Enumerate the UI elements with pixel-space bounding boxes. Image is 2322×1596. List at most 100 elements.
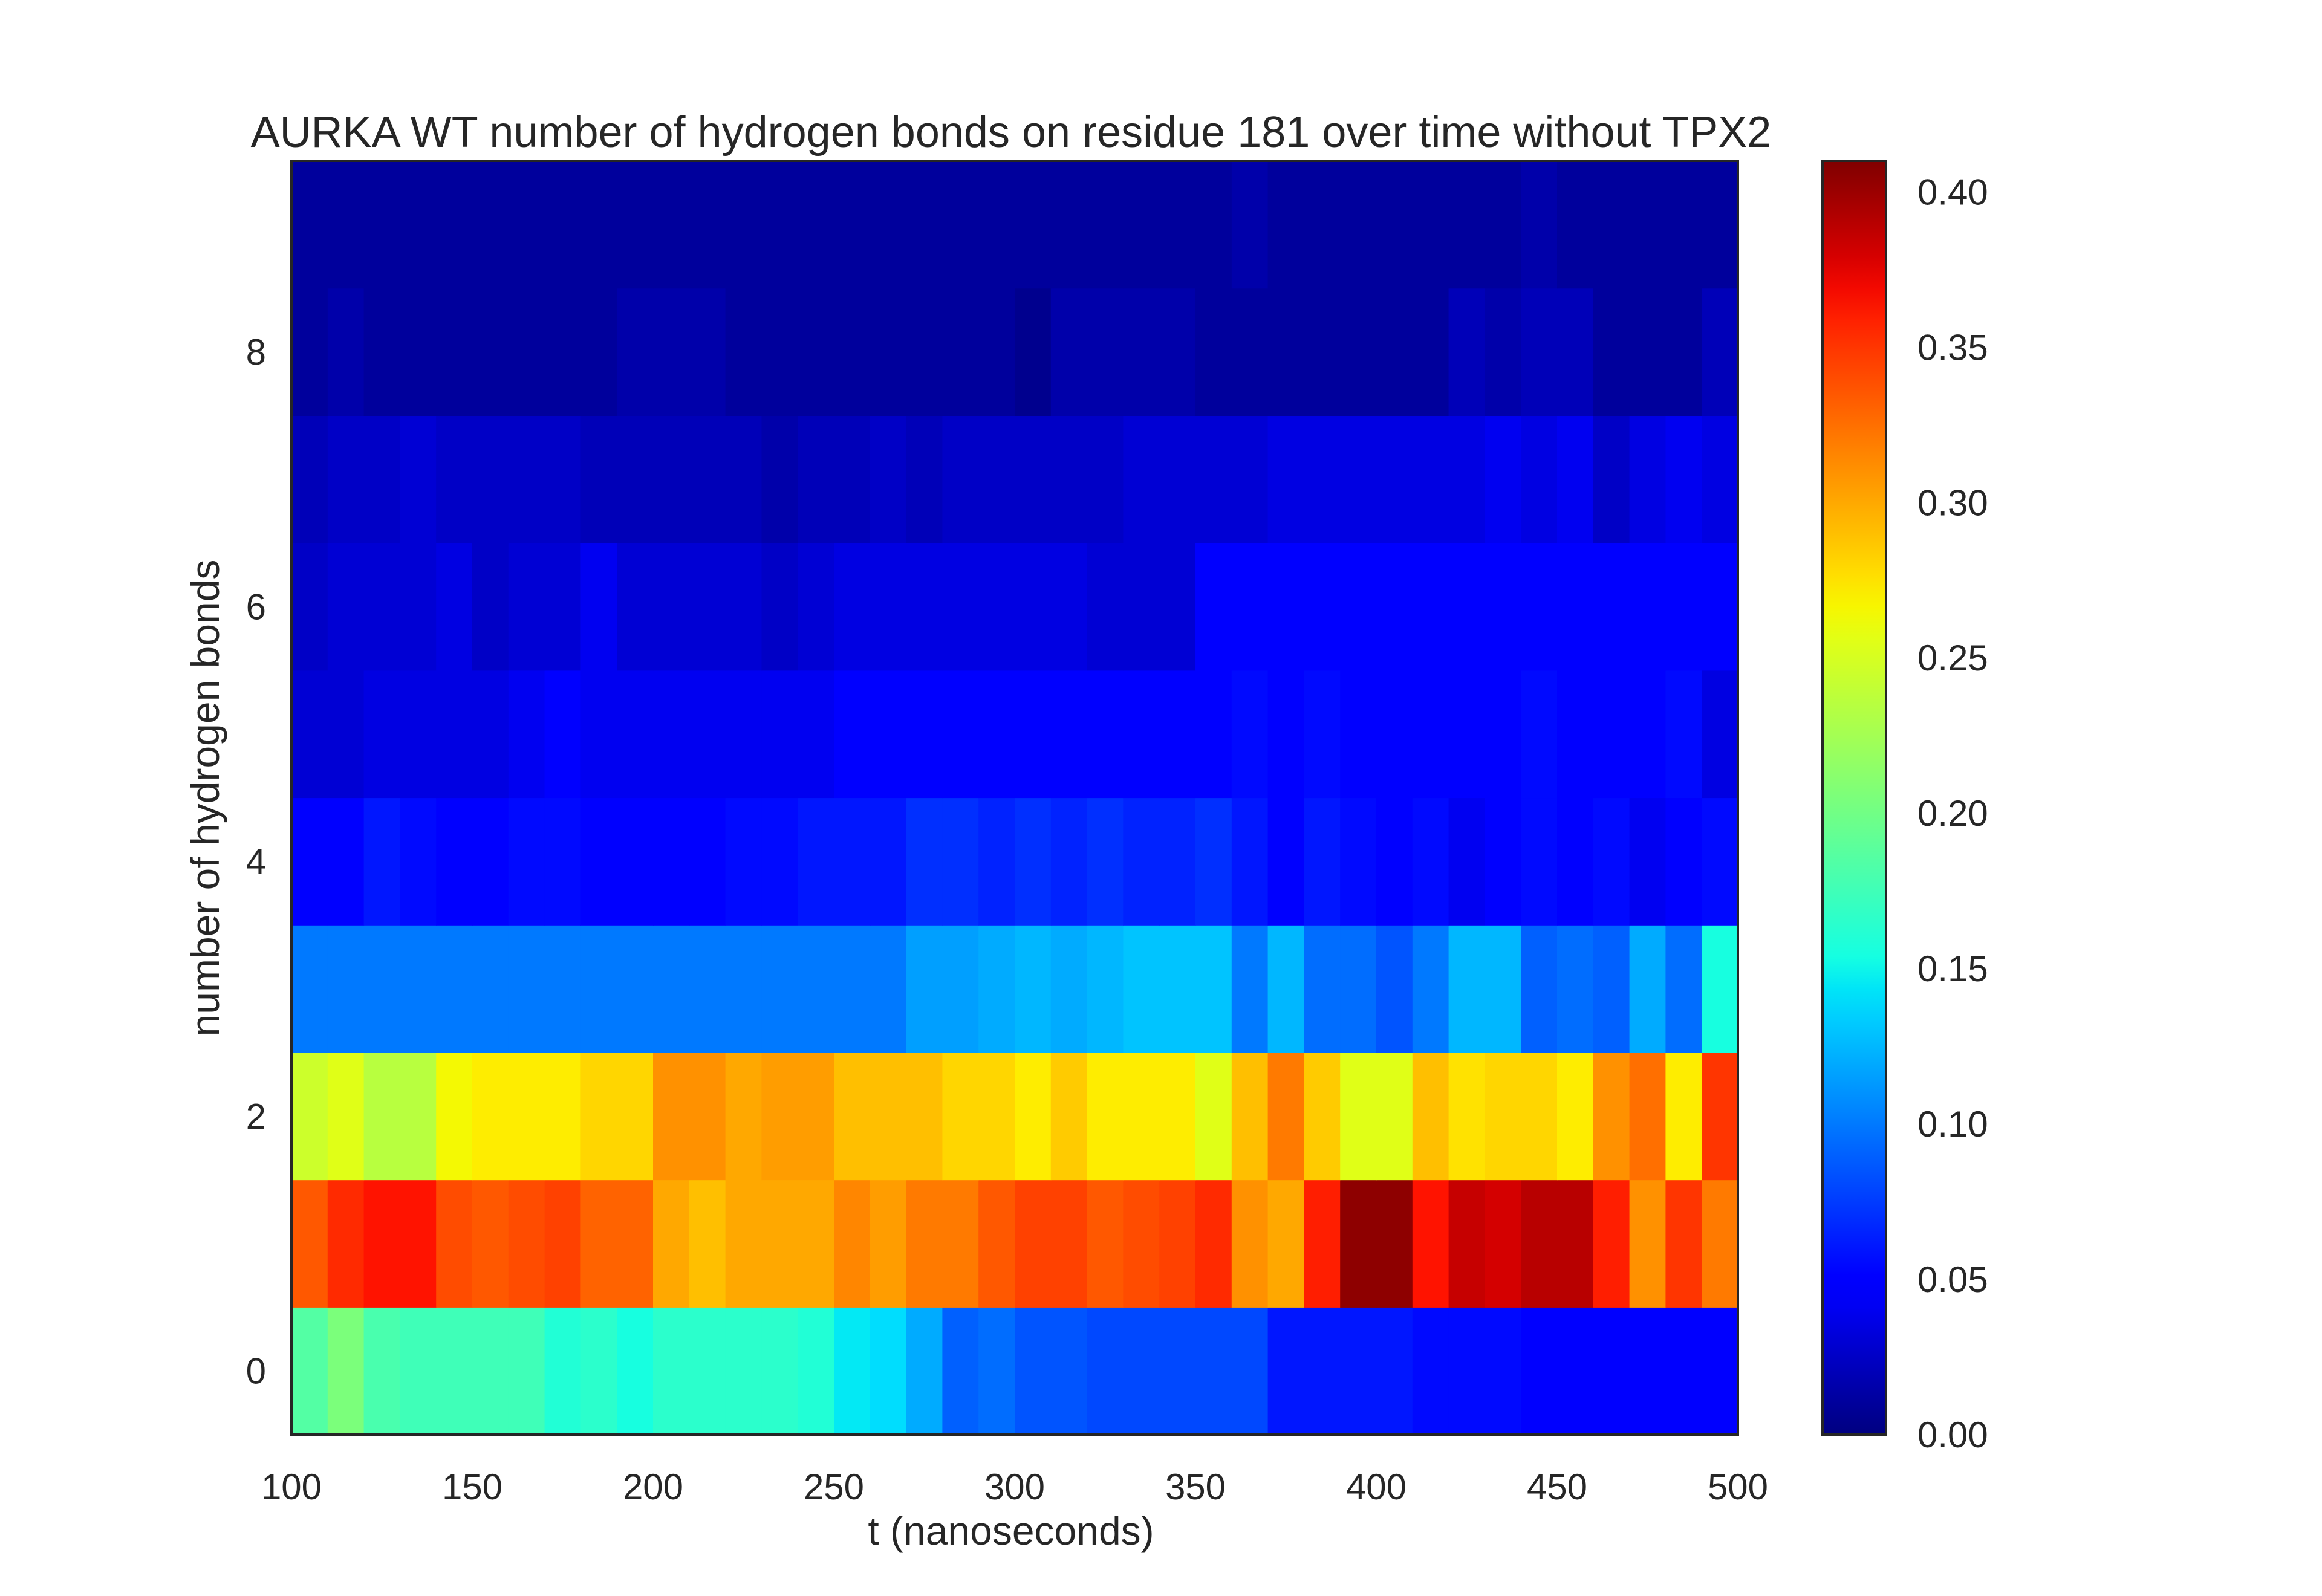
heatmap-cell (400, 543, 437, 671)
heatmap-cell (363, 1307, 400, 1435)
heatmap-cell (689, 543, 726, 671)
heatmap-cell (1195, 543, 1232, 671)
heatmap-cell (1231, 288, 1269, 416)
heatmap-cell (725, 925, 762, 1053)
heatmap-cell (400, 415, 437, 543)
heatmap-cell (1015, 670, 1052, 799)
heatmap-cell (291, 161, 328, 289)
heatmap-cell (1050, 797, 1088, 926)
heatmap-cell (1015, 543, 1052, 671)
heatmap-cell (1159, 1307, 1196, 1435)
x-tick-label: 200 (623, 1467, 683, 1507)
heatmap-cell (1087, 415, 1124, 543)
heatmap-cell (1557, 1052, 1594, 1181)
heatmap-cell (1665, 288, 1702, 416)
heatmap-cell (653, 1307, 690, 1435)
heatmap-cell (1050, 415, 1088, 543)
heatmap-cell (291, 797, 328, 926)
heatmap-cell (653, 1179, 690, 1308)
heatmap-cell (617, 925, 654, 1053)
heatmap-cell (1412, 1179, 1449, 1308)
heatmap-cell (1231, 797, 1269, 926)
heatmap-cell (1521, 925, 1558, 1053)
heatmap-cell (1267, 925, 1304, 1053)
heatmap-cell (1340, 797, 1377, 926)
heatmap-cell (1195, 925, 1232, 1053)
heatmap-cell (978, 1052, 1015, 1181)
heatmap-cell (1376, 1179, 1413, 1308)
heatmap-cell (1521, 670, 1558, 799)
heatmap-cell (942, 1052, 979, 1181)
y-tick-label: 6 (246, 586, 266, 627)
heatmap-cell (689, 1307, 726, 1435)
heatmap-cell (906, 543, 943, 671)
heatmap-cell (400, 1307, 437, 1435)
heatmap-cell (1665, 415, 1702, 543)
heatmap-cell (1702, 1052, 1738, 1181)
heatmap-cell (544, 288, 581, 416)
heatmap-cell (1412, 797, 1449, 926)
heatmap-cell (906, 161, 943, 289)
heatmap-cell (472, 415, 509, 543)
heatmap-cell (1412, 1307, 1449, 1435)
heatmap-cell (1304, 670, 1341, 799)
heatmap-cell (1521, 415, 1558, 543)
heatmap-cell (436, 161, 473, 289)
heatmap-cell (689, 161, 726, 289)
heatmap-cell (1593, 415, 1630, 543)
heatmap-cell (291, 670, 328, 799)
heatmap-cell (472, 161, 509, 289)
heatmap-cell (1376, 1307, 1413, 1435)
x-tick-label: 350 (1165, 1467, 1226, 1507)
heatmap-cell (1050, 161, 1088, 289)
colorbar-tick-label: 0.10 (1917, 1104, 1988, 1144)
heatmap-cell (1557, 288, 1594, 416)
heatmap-cell (834, 288, 871, 416)
heatmap-cell (653, 925, 690, 1053)
heatmap-cell (1557, 1307, 1594, 1435)
heatmap-cell (834, 161, 871, 289)
heatmap-cell (1485, 288, 1521, 416)
heatmap-cell (1521, 1052, 1558, 1181)
heatmap-cell (834, 670, 871, 799)
heatmap-cell (1123, 1179, 1160, 1308)
heatmap-cell (508, 925, 545, 1053)
heatmap-cell (834, 1307, 871, 1435)
heatmap-cell (1376, 415, 1413, 543)
heatmap-cell (798, 415, 834, 543)
heatmap-cell (1593, 670, 1630, 799)
heatmap-cell (653, 543, 690, 671)
heatmap-cell (798, 1307, 834, 1435)
colorbar-tick-label: 0.00 (1917, 1415, 1988, 1455)
heatmap-cell (1159, 1179, 1196, 1308)
heatmap-cell (1702, 925, 1738, 1053)
heatmap-cell (906, 797, 943, 926)
heatmap-cell (1159, 670, 1196, 799)
heatmap-cell (1448, 288, 1485, 416)
heatmap-cell (725, 1179, 762, 1308)
heatmap-cell (1448, 925, 1485, 1053)
heatmap-cell (1231, 670, 1269, 799)
heatmap-cell (1593, 161, 1630, 289)
heatmap-cell (580, 288, 617, 416)
heatmap-cell (617, 1052, 654, 1181)
heatmap-cell (400, 925, 437, 1053)
heatmap-cell (725, 161, 762, 289)
heatmap-cell (942, 415, 979, 543)
heatmap-cell (1087, 670, 1124, 799)
heatmap-cell (834, 543, 871, 671)
heatmap-cell (1412, 543, 1449, 671)
heatmap-cell (1123, 1052, 1160, 1181)
heatmap-cell (1485, 925, 1521, 1053)
heatmap-cell (436, 670, 473, 799)
heatmap-cell (1087, 543, 1124, 671)
heatmap-cell (1412, 161, 1449, 289)
y-tick-label: 4 (246, 842, 266, 882)
heatmap-cell (978, 925, 1015, 1053)
heatmap-cell (1412, 415, 1449, 543)
heatmap-cell (1195, 797, 1232, 926)
heatmap-cell (1267, 1179, 1304, 1308)
heatmap-cell (400, 670, 437, 799)
heatmap-cell (942, 925, 979, 1053)
heatmap-cell (544, 161, 581, 289)
